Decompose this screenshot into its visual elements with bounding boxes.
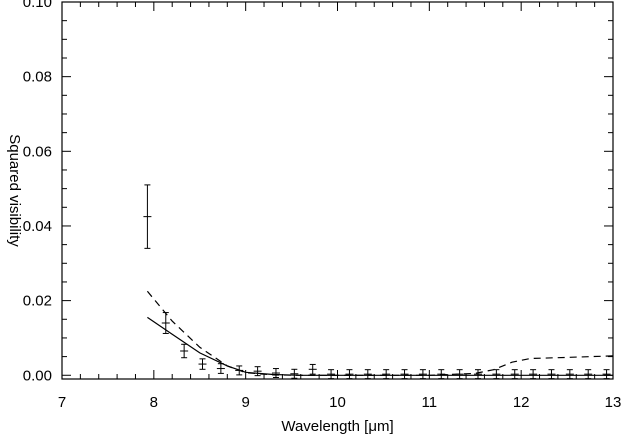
plot-series	[143, 184, 614, 380]
plot-frame	[61, 1, 614, 380]
x-tick-label: 7	[58, 394, 66, 411]
axis-ticks	[61, 1, 614, 379]
x-axis-title: Wavelength [μm]	[281, 418, 393, 435]
tick-labels: 7 8 9 10 11 12 13 0.00 0.02 0.04 0.06 0.08 0.10	[23, 0, 622, 411]
x-tick-label: 9	[241, 394, 249, 411]
y-tick-label: 0.06	[23, 143, 52, 160]
y-axis-title: Squared visibility	[6, 134, 23, 247]
y-tick-label: 0.04	[23, 218, 52, 235]
x-tick-label: 11	[422, 394, 438, 411]
dashed-model-line	[146, 290, 614, 376]
y-tick-label: 0.08	[23, 69, 52, 86]
x-tick-label: 10	[329, 394, 346, 411]
y-tick-label: 0.02	[23, 293, 52, 310]
y-tick-label: 0.00	[23, 367, 52, 384]
x-tick-label: 13	[605, 394, 622, 411]
x-tick-label: 12	[513, 394, 530, 411]
y-tick-label: 0.10	[23, 0, 52, 11]
x-tick-label: 8	[150, 394, 158, 411]
solid-model-line	[147, 316, 613, 376]
